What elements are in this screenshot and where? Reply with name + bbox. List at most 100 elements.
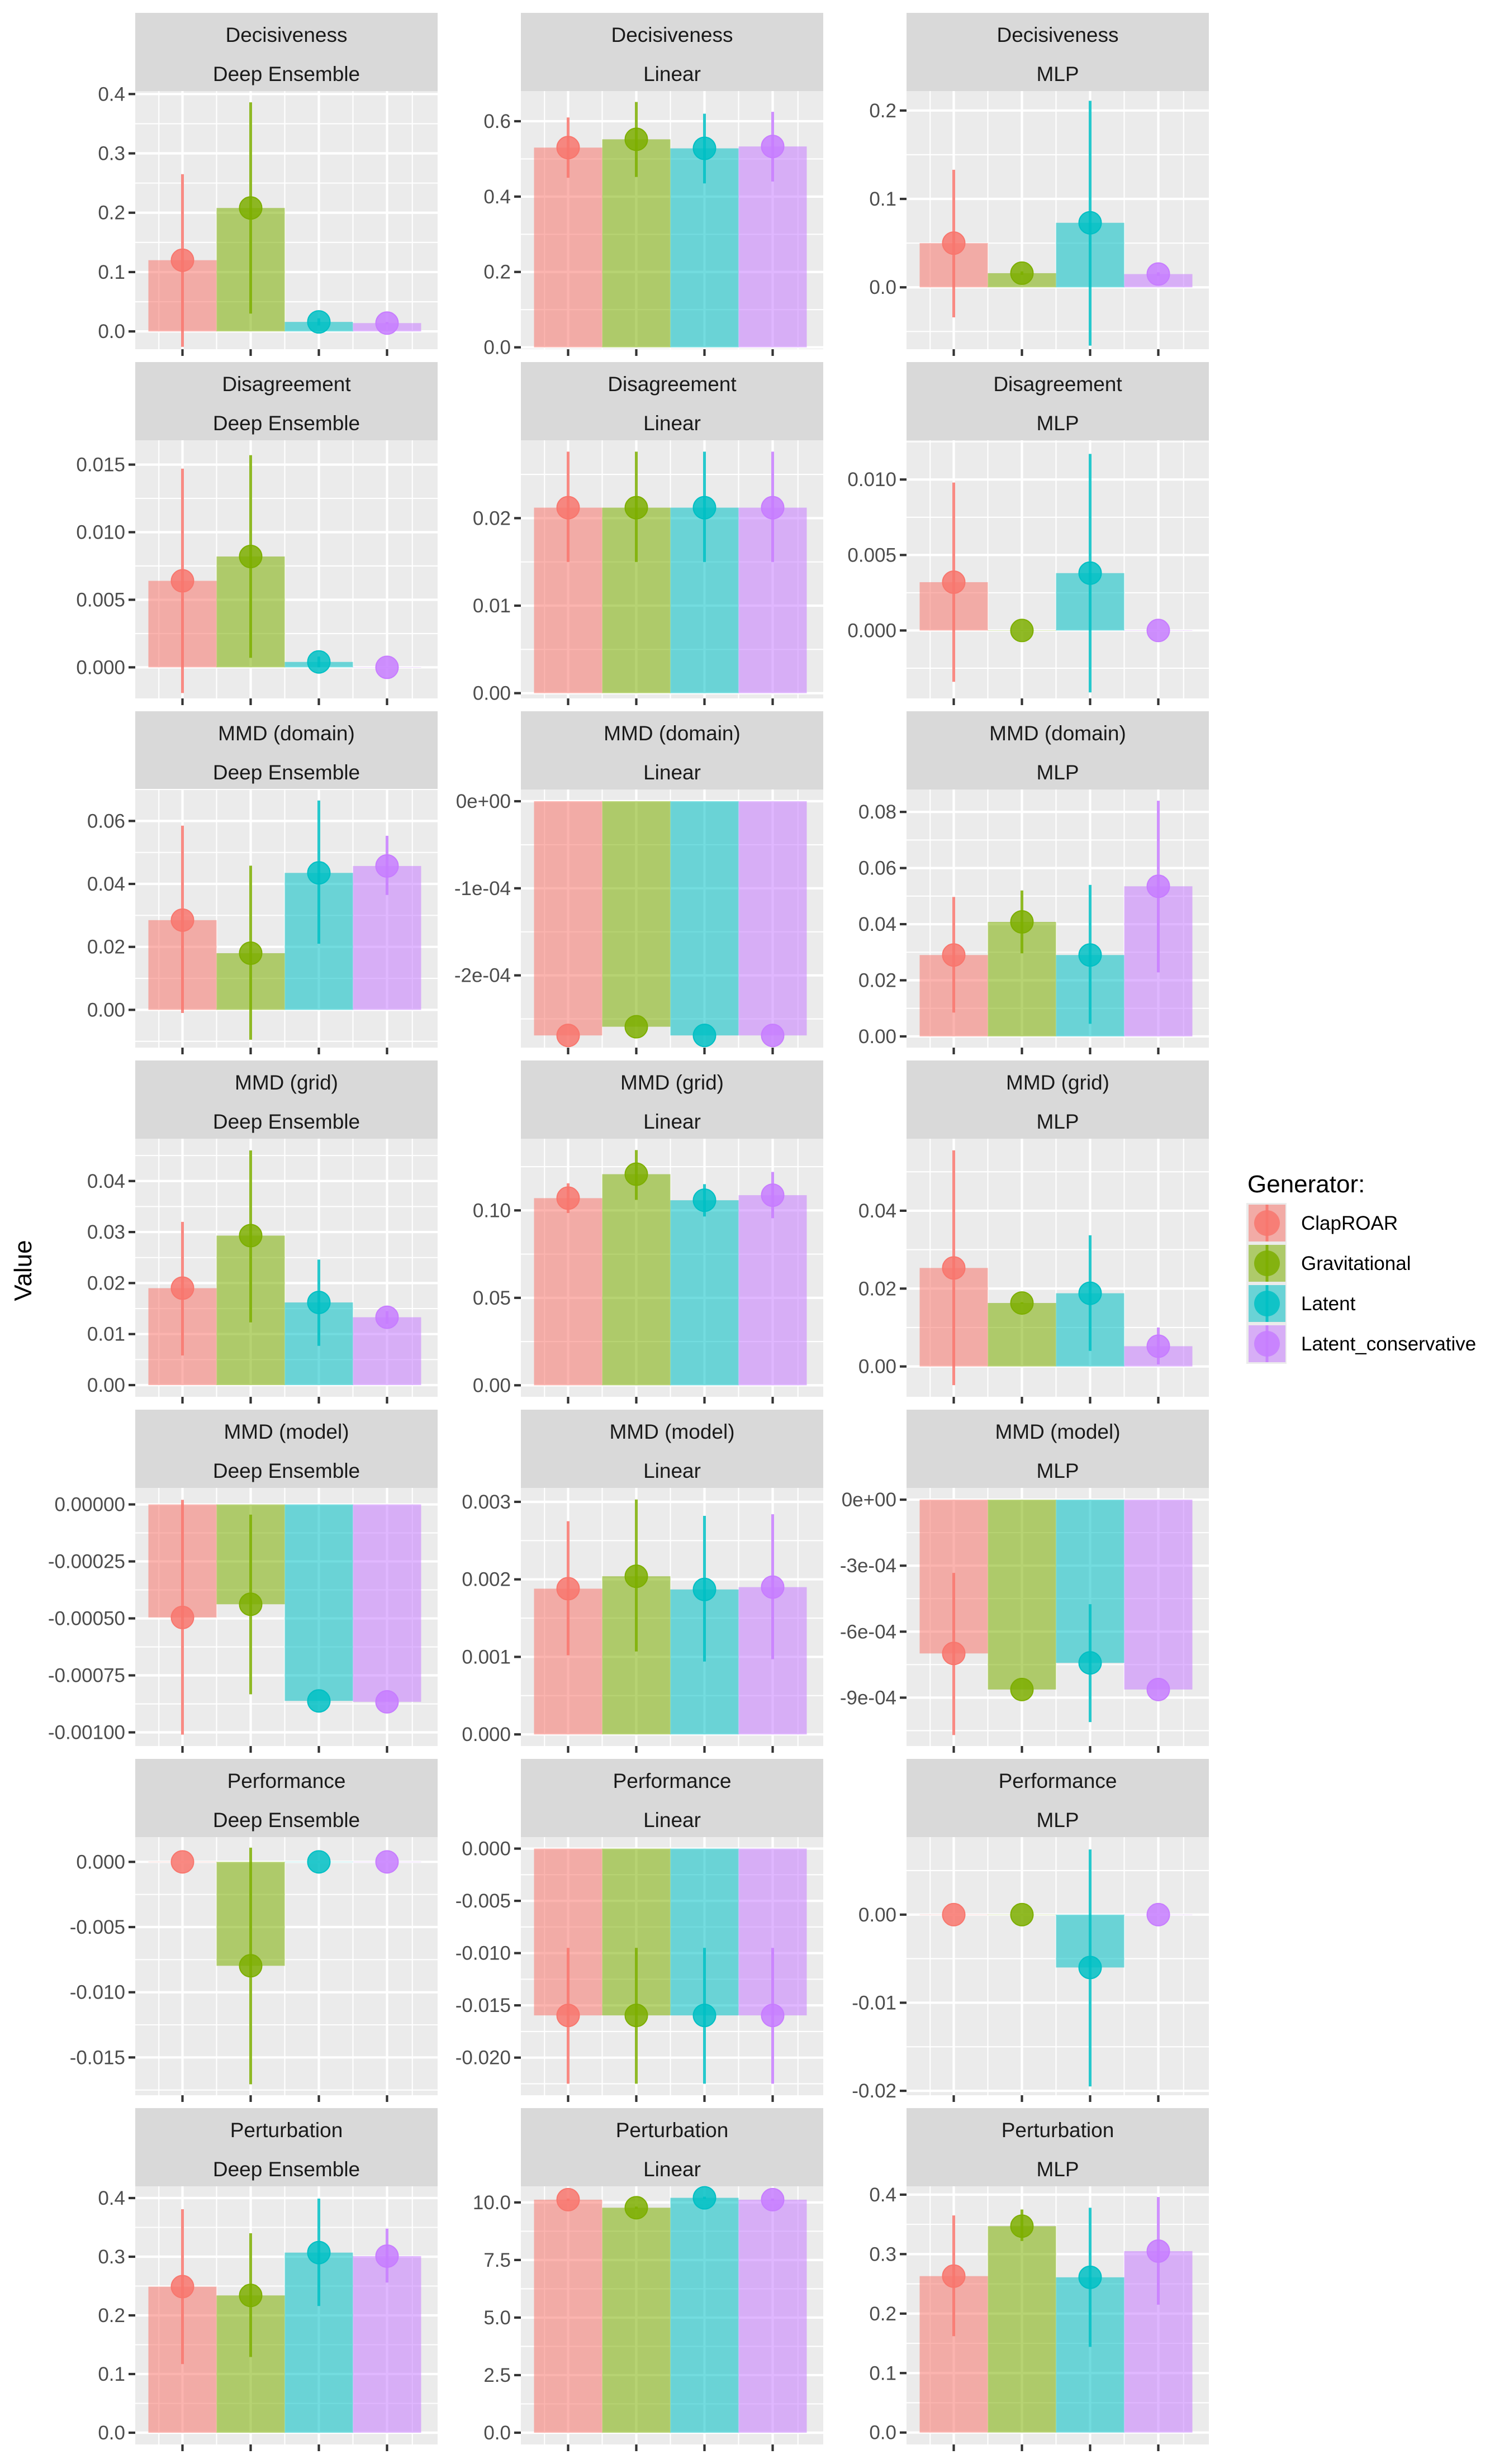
point-latent-conservative <box>375 2244 399 2268</box>
point-latent <box>1078 211 1102 235</box>
y-tick-label: 0e+00 <box>456 791 511 812</box>
y-tick-label: 0.02 <box>858 1278 896 1300</box>
y-tick-label: 0.4 <box>869 2184 896 2206</box>
y-tick-label: 0.0 <box>483 337 511 359</box>
y-tick-label: 0.00 <box>858 1026 896 1048</box>
point-latent-conservative <box>761 1575 785 1599</box>
bar-latent <box>670 1200 739 1386</box>
point-gravitational <box>1010 2214 1034 2238</box>
bar-latent-conservative <box>738 801 807 1036</box>
y-tick-label: -0.00050 <box>48 1608 125 1630</box>
facet-strip-model: Deep Ensemble <box>213 1809 360 1832</box>
facet-strip-metric: MMD (grid) <box>1006 1071 1109 1094</box>
legend-label: Gravitational <box>1301 1253 1411 1274</box>
facet-strip <box>135 1060 438 1139</box>
facet-strip <box>907 362 1209 440</box>
y-tick-label: -9e-04 <box>840 1687 896 1709</box>
bar-latent-conservative <box>738 2199 807 2433</box>
facet-strip-model: MLP <box>1036 412 1079 435</box>
point-latent-conservative <box>1146 619 1170 643</box>
y-tick-label: 0.4 <box>98 2187 125 2209</box>
facet-panel: MMD (model) MLP 0e+00 -3e-04 -6e-04 -9e-04 <box>840 1410 1209 1753</box>
y-tick-label: 0.01 <box>473 595 511 617</box>
point-latent-conservative <box>761 1024 785 1048</box>
facet-strip-model: Linear <box>643 1110 701 1133</box>
point-claproar <box>556 2187 580 2211</box>
point-latent <box>692 1577 716 1601</box>
facet-strip-metric: Perturbation <box>616 2119 729 2142</box>
point-gravitational <box>624 496 648 520</box>
facet-strip-model: Linear <box>643 1809 701 1832</box>
y-tick-label: 0.003 <box>462 1491 511 1513</box>
point-gravitational <box>239 196 263 220</box>
y-tick-label: 0.2 <box>483 261 511 283</box>
y-tick-label: 0.04 <box>87 873 125 895</box>
facet-panel: MMD (model) Linear 0.000 0.001 0.002 0.003 <box>462 1410 823 1753</box>
y-tick-label: -2e-04 <box>454 965 511 987</box>
y-tick-label: -0.02 <box>852 2080 896 2102</box>
y-tick-label: 0.010 <box>847 469 896 491</box>
legend-item: ClapROAR <box>1246 1203 1398 1243</box>
point-claproar <box>942 231 966 255</box>
bar-latent <box>284 1504 353 1701</box>
point-gravitational <box>1010 1902 1034 1927</box>
point-latent <box>1078 561 1102 585</box>
y-tick-label: 0.00 <box>87 1374 125 1396</box>
y-tick-label: -0.015 <box>455 1995 511 2016</box>
facet-strip-metric: MMD (grid) <box>235 1071 338 1094</box>
panel-background <box>907 91 1209 349</box>
point-gravitational <box>239 941 263 965</box>
facet-panel: MMD (grid) Deep Ensemble 0.00 0.01 0.02 0.03 0… <box>87 1060 438 1404</box>
y-tick-label: 0.0 <box>483 2422 511 2444</box>
y-tick-label: 0.00 <box>473 1374 511 1396</box>
y-tick-label: -0.020 <box>455 2047 511 2069</box>
facet-panel: Disagreement MLP 0.000 0.005 0.010 <box>847 362 1209 705</box>
y-tick-label: 0.05 <box>473 1287 511 1309</box>
point-latent <box>307 310 331 334</box>
facet-strip-metric: MMD (model) <box>609 1420 734 1443</box>
legend-item: Latent <box>1246 1283 1356 1324</box>
bar-latent-conservative <box>353 2256 421 2433</box>
bar-claproar <box>534 1198 602 1386</box>
point-latent <box>307 650 331 674</box>
point-gravitational <box>239 1954 263 1978</box>
point-gravitational <box>624 2196 648 2220</box>
facet-strip-model: MLP <box>1036 2158 1079 2181</box>
point-claproar <box>170 2275 194 2299</box>
facet-strip-metric: Performance <box>613 1769 732 1792</box>
y-tick-label: 0.000 <box>847 620 896 641</box>
y-tick-label: 0.000 <box>462 1724 511 1745</box>
y-tick-label: 0.0 <box>869 277 896 298</box>
point-gravitational <box>239 2284 263 2308</box>
bar-claproar <box>534 801 602 1036</box>
facet-panel: MMD (domain) MLP 0.00 0.02 0.04 0.06 0.08 <box>858 711 1209 1054</box>
y-tick-label: 0.10 <box>473 1200 511 1221</box>
y-tick-label: 0.015 <box>76 454 125 476</box>
facet-strip-model: Deep Ensemble <box>213 1459 360 1482</box>
point-latent-conservative <box>1146 874 1170 898</box>
y-tick-label: 5.0 <box>483 2307 511 2329</box>
point-claproar <box>556 136 580 160</box>
point-latent <box>692 2186 716 2210</box>
point-latent-conservative <box>761 1183 785 1207</box>
y-tick-label: 0.01 <box>87 1324 125 1345</box>
point-latent <box>692 496 716 520</box>
point-claproar <box>170 248 194 272</box>
y-tick-label: -0.010 <box>455 1943 511 1964</box>
legend-key-point <box>1254 1250 1280 1276</box>
y-tick-label: 0.04 <box>858 914 896 935</box>
facet-panel: Perturbation Deep Ensemble 0.0 0.1 0.2 0.3 0.4 <box>98 2108 438 2451</box>
facet-strip <box>135 711 438 789</box>
point-gravitational <box>1010 261 1034 285</box>
point-claproar <box>942 570 966 594</box>
point-latent-conservative <box>761 496 785 520</box>
facet-strip <box>521 1410 823 1488</box>
point-claproar <box>556 1186 580 1210</box>
y-tick-label: 0.2 <box>98 202 125 224</box>
facet-strip-metric: Decisiveness <box>997 23 1119 46</box>
facet-panel: Decisiveness Deep Ensemble 0.0 0.1 0.2 0.3 0.4 <box>98 13 438 356</box>
point-claproar <box>170 1850 194 1874</box>
y-tick-label: 0.1 <box>869 2362 896 2384</box>
point-gravitational <box>1010 1291 1034 1315</box>
y-tick-label: 0.4 <box>98 83 125 105</box>
